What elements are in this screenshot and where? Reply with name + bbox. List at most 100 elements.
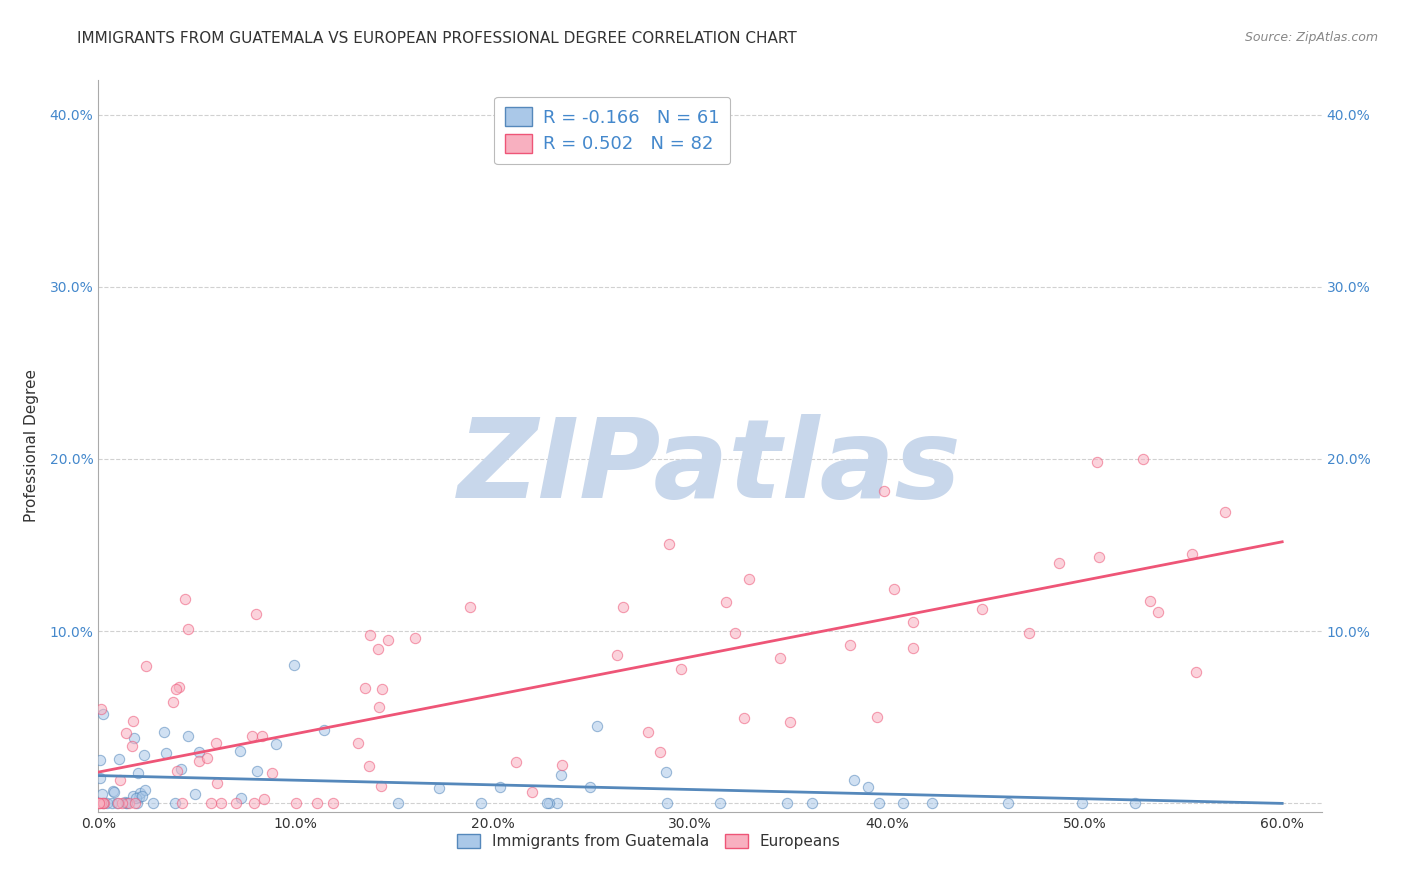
Point bbox=[107, 752, 129, 766]
Point bbox=[91, 796, 114, 810]
Point bbox=[124, 796, 146, 810]
Point bbox=[1132, 451, 1154, 466]
Point bbox=[470, 796, 492, 810]
Point bbox=[709, 796, 731, 810]
Point bbox=[240, 729, 263, 743]
Point bbox=[314, 723, 336, 737]
Point bbox=[612, 599, 634, 614]
Point bbox=[134, 748, 156, 763]
Point bbox=[91, 796, 114, 810]
Point bbox=[738, 572, 761, 586]
Point bbox=[200, 796, 222, 810]
Point bbox=[1071, 796, 1094, 810]
Point bbox=[779, 715, 801, 730]
Point bbox=[90, 702, 112, 716]
Point bbox=[458, 600, 481, 615]
Point bbox=[489, 780, 512, 795]
Point bbox=[93, 796, 115, 810]
Point bbox=[253, 792, 276, 806]
Point bbox=[551, 758, 574, 772]
Point bbox=[404, 631, 426, 645]
Point bbox=[107, 796, 129, 810]
Point bbox=[856, 780, 879, 794]
Point bbox=[842, 772, 865, 787]
Point bbox=[96, 796, 118, 810]
Point bbox=[921, 796, 943, 810]
Point bbox=[346, 736, 368, 750]
Point bbox=[205, 776, 228, 790]
Point bbox=[733, 711, 755, 725]
Point bbox=[371, 681, 394, 696]
Point bbox=[122, 731, 145, 746]
Point bbox=[163, 796, 186, 810]
Point bbox=[91, 788, 114, 802]
Point bbox=[174, 591, 197, 606]
Point bbox=[103, 785, 125, 799]
Point bbox=[838, 638, 860, 652]
Point bbox=[134, 783, 156, 797]
Point bbox=[225, 796, 247, 810]
Point bbox=[118, 796, 141, 810]
Point bbox=[101, 796, 124, 810]
Point bbox=[353, 681, 375, 695]
Point bbox=[122, 714, 145, 729]
Point bbox=[903, 640, 925, 655]
Point bbox=[90, 796, 112, 810]
Point bbox=[370, 779, 392, 793]
Point bbox=[800, 796, 823, 810]
Point bbox=[305, 796, 328, 810]
Point bbox=[997, 796, 1019, 810]
Point bbox=[724, 626, 747, 640]
Point bbox=[658, 537, 681, 551]
Point bbox=[115, 796, 138, 810]
Point bbox=[165, 682, 187, 697]
Point bbox=[205, 736, 228, 750]
Point bbox=[87, 796, 110, 810]
Point bbox=[155, 746, 177, 760]
Point bbox=[1184, 665, 1206, 679]
Point bbox=[972, 601, 994, 615]
Point bbox=[387, 796, 409, 810]
Point bbox=[209, 796, 232, 810]
Point bbox=[169, 762, 191, 776]
Text: ZIPatlas: ZIPatlas bbox=[458, 415, 962, 522]
Point bbox=[868, 796, 890, 810]
Point bbox=[901, 615, 924, 629]
Point bbox=[669, 661, 692, 675]
Point bbox=[115, 726, 138, 740]
Point bbox=[537, 796, 560, 810]
Text: IMMIGRANTS FROM GUATEMALA VS EUROPEAN PROFESSIONAL DEGREE CORRELATION CHART: IMMIGRANTS FROM GUATEMALA VS EUROPEAN PR… bbox=[77, 31, 797, 46]
Point bbox=[125, 790, 148, 805]
Point bbox=[89, 753, 111, 767]
Point bbox=[169, 680, 191, 694]
Point bbox=[367, 642, 389, 657]
Point bbox=[637, 724, 659, 739]
Point bbox=[522, 785, 544, 799]
Point bbox=[246, 764, 269, 778]
Point bbox=[121, 789, 143, 804]
Point bbox=[322, 796, 344, 810]
Point bbox=[657, 796, 679, 810]
Point bbox=[427, 781, 450, 796]
Point bbox=[1123, 796, 1146, 810]
Point bbox=[284, 796, 307, 810]
Point bbox=[195, 751, 218, 765]
Point bbox=[536, 796, 558, 810]
Point bbox=[177, 622, 200, 636]
Point bbox=[177, 729, 200, 743]
Point bbox=[546, 796, 568, 810]
Point bbox=[1139, 594, 1161, 608]
Point bbox=[89, 796, 111, 810]
Text: Source: ZipAtlas.com: Source: ZipAtlas.com bbox=[1244, 31, 1378, 45]
Point bbox=[128, 789, 150, 804]
Point bbox=[128, 786, 150, 800]
Point bbox=[187, 745, 209, 759]
Point bbox=[243, 796, 266, 810]
Point bbox=[1181, 547, 1204, 561]
Point bbox=[142, 796, 165, 810]
Point bbox=[505, 755, 527, 769]
Point bbox=[114, 795, 136, 809]
Point bbox=[229, 744, 252, 758]
Point bbox=[357, 758, 380, 772]
Point bbox=[769, 650, 792, 665]
